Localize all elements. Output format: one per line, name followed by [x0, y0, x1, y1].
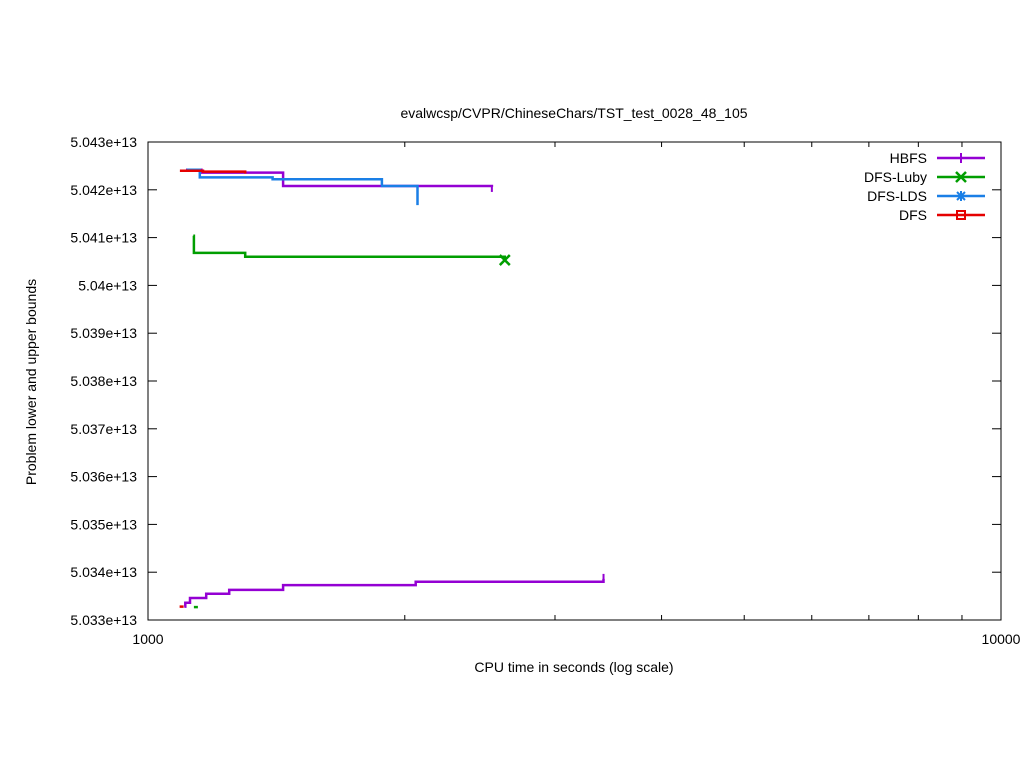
legend-label: DFS-Luby [864, 169, 927, 185]
series-dfs-luby [192, 234, 511, 609]
legend-label: DFS [899, 207, 927, 223]
y-tick-label: 5.043e+13 [70, 134, 137, 150]
series-lower-bound-line [184, 578, 605, 608]
legend-marker-icon [956, 153, 966, 163]
legend-item-dfs: DFS [899, 207, 985, 223]
series-upper-bound-line [179, 169, 247, 174]
series-end-marker [498, 254, 511, 266]
legend-label: HBFS [890, 150, 927, 166]
y-tick-label: 5.036e+13 [70, 469, 137, 485]
x-tick-label: 10000 [982, 631, 1021, 647]
legend-item-dfs-lds: DFS-LDS [867, 188, 985, 204]
y-tick-label: 5.041e+13 [70, 230, 137, 246]
legend-marker-icon [956, 191, 966, 201]
y-tick-label: 5.035e+13 [70, 516, 137, 532]
legend-label: DFS-LDS [867, 188, 927, 204]
y-tick-label: 5.033e+13 [70, 612, 137, 628]
legend-item-dfs-luby: DFS-Luby [864, 169, 985, 185]
legend-marker-icon [955, 171, 967, 183]
y-tick-label: 5.037e+13 [70, 421, 137, 437]
axes: 5.033e+13 5.034e+13 5.035e+13 5.036e+13 5.03… [70, 134, 1020, 647]
y-axis-label: Problem lower and upper bounds [23, 279, 39, 485]
x-tick-label: 1000 [132, 631, 163, 647]
legend-marker-icon [956, 210, 966, 220]
series-upper-bound-line [192, 234, 507, 261]
legend-item-hbfs: HBFS [890, 150, 985, 166]
x-axis-label: CPU time in seconds (log scale) [474, 659, 673, 675]
series-hbfs [184, 168, 605, 608]
series-upper-bound-line [186, 168, 419, 206]
y-tick-label: 5.034e+13 [70, 564, 137, 580]
y-tick-label: 5.038e+13 [70, 373, 137, 389]
y-tick-label: 5.039e+13 [70, 325, 137, 341]
series-dfs [179, 169, 247, 608]
chart-title: evalwcsp/CVPR/ChineseChars/TST_test_0028… [400, 105, 747, 121]
series-layer [179, 168, 605, 609]
y-tick-label: 5.04e+13 [78, 277, 137, 293]
plot-border [147, 141, 1002, 621]
legend: HBFS DFS-Luby DFS-LDS DFS [864, 150, 985, 223]
y-tick-label: 5.042e+13 [70, 182, 137, 198]
series-dfs-lds [186, 168, 419, 206]
